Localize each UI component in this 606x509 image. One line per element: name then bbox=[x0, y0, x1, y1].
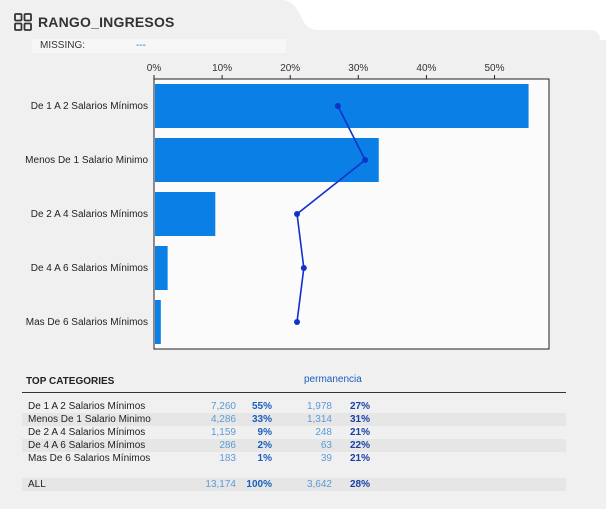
rate-point[interactable] bbox=[362, 157, 369, 163]
row-percent: 1% bbox=[257, 453, 272, 464]
row-count-retained: 248 bbox=[315, 427, 332, 438]
bar-series bbox=[155, 84, 529, 344]
row-rate: 21% bbox=[349, 453, 370, 464]
rate-points bbox=[294, 103, 369, 325]
table-row: De 4 A 6 Salarios Mínimos 286 2% 63 22% bbox=[22, 439, 566, 452]
table-row: De 1 A 2 Salarios Mínimos 7,260 55% 1,978 27… bbox=[22, 400, 566, 413]
table-row: Menos De 1 Salario Minimo 4,286 33% 1,314 31… bbox=[22, 413, 566, 426]
x-tick-label: 40% bbox=[416, 63, 436, 74]
grid-icon[interactable] bbox=[14, 13, 32, 31]
missing-value: --- bbox=[136, 40, 146, 51]
row-rate: 22% bbox=[349, 440, 370, 451]
x-tick-label: 30% bbox=[348, 63, 368, 74]
bar[interactable] bbox=[155, 192, 216, 236]
x-tick-label: 10% bbox=[212, 63, 232, 74]
card-tab-edge bbox=[0, 0, 606, 40]
rate-point[interactable] bbox=[294, 319, 301, 325]
widget-title: RANGO_INGRESOS bbox=[38, 14, 175, 30]
row-rate: 28% bbox=[349, 479, 370, 490]
distribution-chart: 0% 10% 20% 30% 40% 50% De 1 A 2 Salarios Míni… bbox=[25, 63, 550, 350]
table-row: De 2 A 4 Salarios Mínimos 1,159 9% 248 21% bbox=[22, 426, 566, 439]
row-percent: 100% bbox=[246, 479, 272, 490]
row-percent: 33% bbox=[251, 414, 272, 425]
table-header-rule bbox=[22, 392, 566, 393]
missing-bar: MISSING: --- bbox=[32, 39, 286, 53]
category-labels: De 1 A 2 Salarios Mínimos Menos De 1 Sala… bbox=[25, 101, 148, 328]
row-rate: 31% bbox=[349, 414, 370, 425]
row-count: 1,159 bbox=[210, 427, 236, 438]
row-count: 183 bbox=[219, 453, 236, 464]
category-label: Mas De 6 Salarios Mínimos bbox=[26, 317, 148, 328]
row-name: De 4 A 6 Salarios Mínimos bbox=[28, 440, 146, 451]
x-tick-label: 20% bbox=[280, 63, 300, 74]
bar[interactable] bbox=[155, 300, 161, 344]
row-name: De 1 A 2 Salarios Mínimos bbox=[28, 401, 146, 412]
x-tick-label: 50% bbox=[485, 63, 505, 74]
missing-label: MISSING: bbox=[40, 40, 86, 51]
category-label: Menos De 1 Salario Minimo bbox=[25, 155, 148, 166]
row-count: 4,286 bbox=[210, 414, 236, 425]
bar[interactable] bbox=[155, 84, 529, 128]
widget-header: RANGO_INGRESOS bbox=[14, 12, 175, 32]
category-label: De 2 A 4 Salarios Mínimos bbox=[31, 209, 148, 220]
row-count-retained: 1,978 bbox=[306, 401, 332, 412]
x-axis-ticks: 0% 10% 20% 30% 40% 50% bbox=[147, 63, 505, 79]
row-count-retained: 3,642 bbox=[306, 479, 332, 490]
row-count: 7,260 bbox=[210, 401, 236, 412]
row-rate: 27% bbox=[349, 401, 370, 412]
row-percent: 2% bbox=[257, 440, 272, 451]
category-label: De 1 A 2 Salarios Mínimos bbox=[31, 101, 148, 112]
row-name: ALL bbox=[28, 479, 46, 490]
table-total-row: ALL 13,174 100% 3,642 28% bbox=[22, 478, 566, 491]
row-count: 13,174 bbox=[205, 479, 236, 490]
table-metric-label: permanencia bbox=[304, 374, 362, 385]
row-count-retained: 1,314 bbox=[306, 414, 332, 425]
category-label: De 4 A 6 Salarios Mínimos bbox=[31, 263, 148, 274]
rate-point[interactable] bbox=[334, 103, 341, 109]
bar[interactable] bbox=[155, 138, 379, 182]
bar[interactable] bbox=[155, 246, 168, 290]
row-name: Mas De 6 Salarios Mínimos bbox=[28, 453, 151, 464]
row-count: 286 bbox=[219, 440, 236, 451]
row-name: De 2 A 4 Salarios Mínimos bbox=[28, 427, 146, 438]
row-name: Menos De 1 Salario Minimo bbox=[28, 414, 151, 425]
table-row: Mas De 6 Salarios Mínimos 183 1% 39 21% bbox=[22, 452, 566, 465]
rate-point[interactable] bbox=[300, 265, 307, 271]
x-tick-label: 0% bbox=[147, 63, 162, 74]
row-count-retained: 63 bbox=[320, 440, 332, 451]
table-title: TOP CATEGORIES bbox=[26, 376, 115, 387]
row-rate: 21% bbox=[349, 427, 370, 438]
row-percent: 9% bbox=[257, 427, 272, 438]
row-count-retained: 39 bbox=[320, 453, 332, 464]
rate-point[interactable] bbox=[294, 211, 301, 217]
row-percent: 55% bbox=[251, 401, 272, 412]
